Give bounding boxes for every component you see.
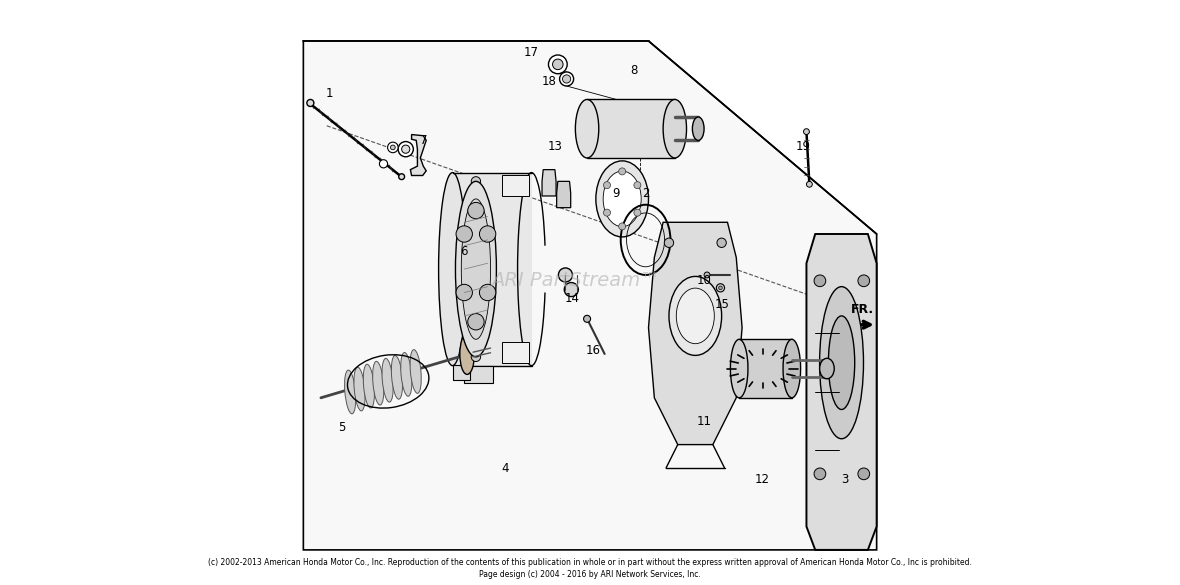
Text: 11: 11	[696, 415, 712, 428]
Circle shape	[806, 181, 812, 187]
Circle shape	[471, 352, 480, 362]
Ellipse shape	[345, 370, 355, 414]
Ellipse shape	[460, 333, 474, 374]
Text: Page design (c) 2004 - 2016 by ARI Network Services, Inc.: Page design (c) 2004 - 2016 by ARI Netwo…	[479, 570, 701, 579]
Text: 14: 14	[565, 292, 579, 305]
Text: 9: 9	[612, 187, 620, 199]
Ellipse shape	[693, 117, 704, 140]
Ellipse shape	[669, 276, 722, 356]
Circle shape	[558, 268, 572, 282]
Circle shape	[564, 283, 578, 297]
Ellipse shape	[596, 161, 649, 237]
Polygon shape	[452, 173, 531, 366]
Circle shape	[380, 160, 387, 168]
Ellipse shape	[392, 356, 402, 399]
Ellipse shape	[363, 364, 374, 408]
Text: 19: 19	[796, 140, 811, 153]
Text: 8: 8	[630, 64, 637, 77]
Text: 17: 17	[524, 46, 539, 59]
Circle shape	[563, 75, 571, 83]
Ellipse shape	[820, 358, 834, 379]
Text: FR.: FR.	[851, 303, 873, 316]
Ellipse shape	[461, 199, 491, 339]
Circle shape	[717, 238, 727, 247]
Circle shape	[387, 142, 398, 153]
Circle shape	[814, 275, 826, 287]
Circle shape	[664, 238, 674, 247]
Circle shape	[704, 272, 710, 278]
Circle shape	[391, 145, 395, 150]
Ellipse shape	[676, 288, 714, 344]
Text: 13: 13	[548, 140, 563, 153]
Polygon shape	[542, 170, 556, 196]
Circle shape	[618, 168, 625, 175]
Circle shape	[471, 177, 480, 186]
Circle shape	[399, 174, 405, 180]
Ellipse shape	[373, 362, 384, 405]
Circle shape	[858, 275, 870, 287]
Circle shape	[479, 226, 496, 242]
Text: 16: 16	[585, 345, 601, 357]
Circle shape	[584, 315, 590, 322]
Polygon shape	[503, 342, 529, 363]
Circle shape	[549, 55, 568, 74]
Circle shape	[479, 284, 496, 301]
Circle shape	[455, 284, 472, 301]
Text: 6: 6	[460, 245, 468, 258]
Polygon shape	[557, 181, 571, 208]
Circle shape	[467, 202, 484, 219]
Circle shape	[858, 468, 870, 480]
Text: 2: 2	[642, 187, 649, 199]
Text: 12: 12	[755, 473, 771, 486]
Ellipse shape	[411, 350, 421, 393]
Polygon shape	[649, 222, 742, 445]
Polygon shape	[411, 135, 426, 176]
Ellipse shape	[820, 287, 864, 439]
Polygon shape	[503, 176, 529, 196]
Ellipse shape	[354, 367, 365, 411]
Circle shape	[603, 209, 610, 216]
Text: ARI PartStream™: ARI PartStream™	[491, 271, 660, 290]
Circle shape	[719, 286, 722, 290]
Text: 1: 1	[326, 87, 334, 100]
Text: 4: 4	[502, 462, 509, 474]
Circle shape	[716, 284, 725, 292]
Circle shape	[401, 145, 409, 153]
Ellipse shape	[603, 171, 641, 226]
Ellipse shape	[663, 99, 687, 158]
Circle shape	[552, 59, 563, 70]
Text: (c) 2002-2013 American Honda Motor Co., Inc. Reproduction of the contents of thi: (c) 2002-2013 American Honda Motor Co., …	[208, 558, 972, 567]
Polygon shape	[452, 365, 470, 380]
Text: 15: 15	[714, 298, 729, 311]
Circle shape	[455, 226, 472, 242]
Circle shape	[398, 142, 413, 157]
Text: 5: 5	[337, 421, 345, 433]
Polygon shape	[806, 234, 877, 550]
Ellipse shape	[455, 181, 497, 357]
Polygon shape	[588, 99, 675, 158]
Ellipse shape	[828, 316, 854, 410]
Polygon shape	[739, 339, 792, 398]
Ellipse shape	[576, 99, 598, 158]
Polygon shape	[464, 366, 493, 383]
Circle shape	[634, 209, 641, 216]
Ellipse shape	[784, 339, 800, 398]
Circle shape	[467, 314, 484, 330]
Circle shape	[559, 72, 573, 86]
Text: 3: 3	[841, 473, 848, 486]
Ellipse shape	[401, 353, 412, 396]
Ellipse shape	[730, 339, 748, 398]
Text: 7: 7	[420, 134, 427, 147]
Circle shape	[804, 129, 809, 135]
Text: 18: 18	[542, 75, 557, 88]
Ellipse shape	[439, 173, 466, 366]
Circle shape	[307, 99, 314, 106]
Circle shape	[603, 181, 610, 188]
Text: 10: 10	[696, 274, 712, 287]
Circle shape	[618, 223, 625, 230]
Circle shape	[634, 181, 641, 188]
Ellipse shape	[382, 359, 393, 402]
Circle shape	[814, 468, 826, 480]
Polygon shape	[303, 41, 877, 550]
